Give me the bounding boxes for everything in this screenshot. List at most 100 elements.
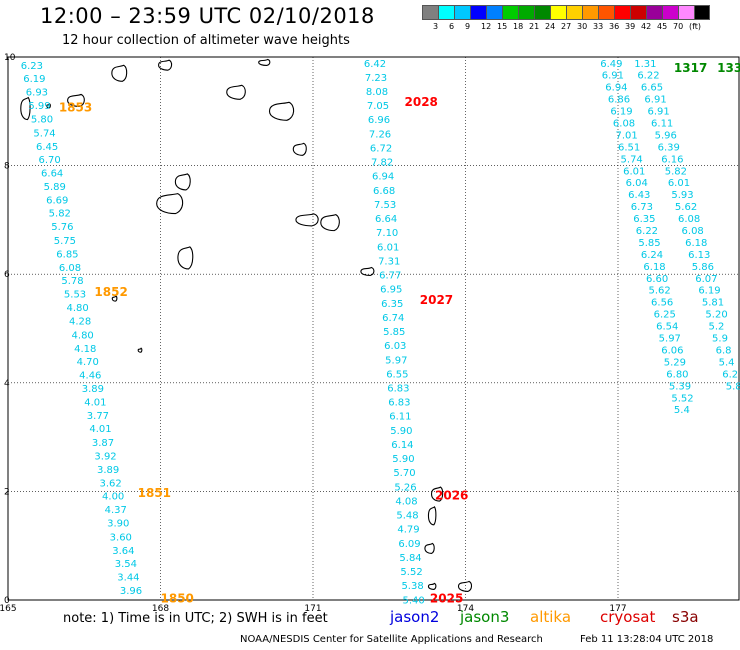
wave-height-value: 6.49: [600, 59, 622, 70]
legend-label: 18: [513, 22, 524, 31]
wave-height-value: 6.19: [23, 74, 45, 85]
wave-height-value: 6.94: [605, 83, 627, 94]
wave-height-value: 6.94: [372, 172, 394, 183]
wave-height-value: 6.64: [375, 214, 397, 225]
map-grid: [8, 57, 740, 600]
island-outline: [46, 103, 51, 109]
wave-height-value: 6.72: [370, 143, 392, 154]
wave-height-value: 5.85: [638, 238, 660, 249]
island-outline: [295, 213, 319, 227]
wave-height-value: 5.89: [44, 182, 66, 193]
wave-height-value: 5.99: [28, 101, 50, 112]
wave-height-value: 6.83: [387, 383, 409, 394]
altimeter-tracks: 6.23 6.19 6.93 5.99 5.80 5.74 6.45 6.70 6.64 5.89…: [21, 59, 740, 606]
island-outline: [111, 64, 128, 82]
legend-label: 70: [673, 22, 684, 31]
wave-height-value: 6.08: [682, 226, 704, 237]
wave-height-value: 6.91: [644, 95, 666, 106]
legend-label: 33: [593, 22, 604, 31]
wave-height-value: 5.84: [399, 553, 421, 564]
track-2028: 6.42 7.23 8.08 7.05 6.96 7.26 6.72 7.82 6.94 6.68…: [364, 59, 469, 606]
islands: [20, 58, 473, 592]
wave-height-value: 6.91: [602, 71, 624, 82]
island-outline: [67, 93, 85, 107]
wave-height-value: 5.39: [669, 381, 691, 392]
x-tick-label: 177: [609, 604, 626, 614]
track-1853: 6.23 6.19 6.93 5.99 5.80 5.74 6.45 6.70 6.64 5.89…: [21, 61, 194, 606]
wave-height-value: 5.70: [393, 468, 415, 479]
wave-height-value: 5.4: [674, 405, 690, 416]
wave-height-value: 7.53: [374, 200, 396, 211]
wave-height-value: 6.95: [380, 285, 402, 296]
wave-height-value: 3.54: [115, 559, 137, 570]
wave-height-value: 6.65: [641, 83, 663, 94]
y-tick-label: 2: [4, 487, 10, 497]
wave-height-value: 6.13: [688, 250, 710, 261]
generation-timestamp: Feb 11 13:28:04 UTC 2018: [580, 634, 714, 645]
legend-swatch: [438, 5, 454, 20]
wave-height-value: 4.00: [102, 492, 124, 503]
wave-height-value: 6.14: [391, 440, 413, 451]
satellite-label-jason3: jason3: [460, 608, 510, 626]
island-outline: [427, 582, 437, 590]
wave-height-value: 5.80: [31, 115, 53, 126]
legend-label: 42: [641, 22, 652, 31]
wave-height-value: 5.90: [392, 454, 414, 465]
legend-swatch: [662, 5, 678, 20]
wave-height-value: 7.01: [615, 130, 637, 141]
page-title: 12:00 – 23:59 UTC 02/10/2018: [40, 4, 375, 28]
island-outline: [137, 347, 143, 353]
wave-height-value: 4.46: [79, 370, 101, 381]
island-outline: [226, 84, 246, 100]
wave-height-value: 6.60: [646, 274, 668, 285]
wave-height-value: 7.82: [371, 158, 393, 169]
y-tick-label: 0: [4, 596, 10, 606]
wave-height-value: 5.4: [719, 357, 735, 368]
wave-height-value: 6.01: [668, 178, 690, 189]
wave-height-value: 6.08: [678, 214, 700, 225]
wave-height-value: 3.96: [120, 586, 142, 597]
x-tick-label: 174: [457, 604, 474, 614]
wave-height-value: 5.74: [621, 154, 643, 165]
wave-height-value: 6.04: [626, 178, 648, 189]
legend-swatch: [454, 5, 470, 20]
wave-height-value: 5.81: [702, 298, 724, 309]
wave-height-value: 5.97: [659, 334, 681, 345]
wave-height-value: 5.52: [671, 393, 693, 404]
legend-label: 6: [449, 22, 455, 31]
wave-height-value: 5.62: [675, 202, 697, 213]
wave-height-value: 5.85: [383, 327, 405, 338]
legend-label: 39: [625, 22, 636, 31]
wave-height-value: 6.08: [613, 119, 635, 130]
wave-height-value: 5.38: [401, 581, 423, 592]
wave-height-value: 6.2: [722, 369, 738, 380]
wave-height-value: 6.08: [59, 263, 81, 274]
x-tick-label: 168: [152, 604, 169, 614]
footer-note: note: 1) Time is in UTC; 2) SWH is in fe…: [63, 611, 328, 626]
legend-label: 15: [497, 22, 508, 31]
wave-height-value: 6.86: [608, 95, 630, 106]
wave-height-value: 3.77: [87, 411, 109, 422]
track-time-label: 2028: [405, 95, 438, 109]
wave-height-value: 5.93: [671, 190, 693, 201]
y-tick-label: 4: [4, 379, 10, 389]
wave-height-value: 6.93: [26, 88, 48, 99]
x-tick-label: 165: [0, 604, 17, 614]
wave-height-value: 5.20: [705, 310, 727, 321]
wave-height-value: 5.82: [665, 166, 687, 177]
wave-height-value: 4.28: [69, 317, 91, 328]
wave-height-value: 6.19: [610, 107, 632, 118]
wave-height-value: 6.16: [661, 154, 683, 165]
wave-height-value: 6.64: [41, 168, 63, 179]
legend-swatch: [422, 5, 438, 20]
y-tick-label: 10: [4, 53, 16, 63]
wave-height-value: 6.25: [654, 310, 676, 321]
wave-height-value: 5.78: [61, 276, 83, 287]
wave-height-value: 4.70: [77, 357, 99, 368]
legend-swatch: [518, 5, 534, 20]
legend-swatch: [582, 5, 598, 20]
wave-height-value: 5.9: [712, 334, 728, 345]
wave-height-value: 6.18: [643, 262, 665, 273]
legend-label: 3: [433, 22, 439, 31]
wave-height-value: 3.92: [94, 451, 116, 462]
